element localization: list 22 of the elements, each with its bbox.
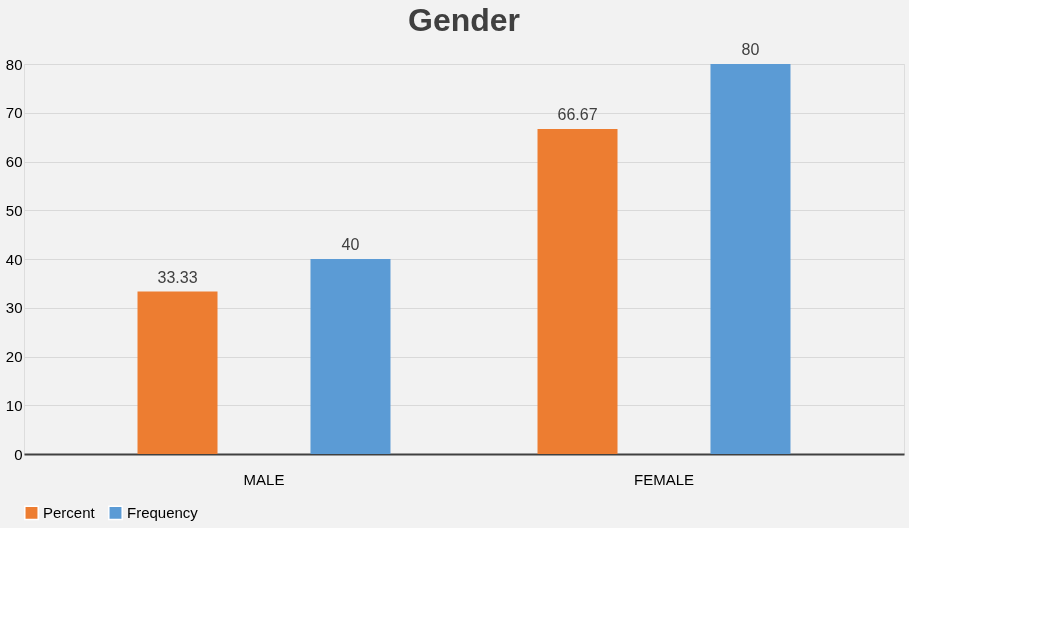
y-tick-label: 60 [5,153,23,170]
y-tick-label: 80 [5,55,23,73]
data-label: 66.67 [557,105,598,123]
bar [537,128,618,454]
bar [710,64,791,454]
y-tick-label: 10 [5,396,23,414]
data-label: 40 [341,236,360,253]
y-tick-label: 0 [14,445,23,463]
y-tick-label: 70 [5,104,23,122]
y-tick-label: 30 [5,299,23,317]
y-tick-label: 20 [5,348,23,365]
x-tick-label: MALE [243,470,285,488]
legend-label: Percent [43,503,96,521]
x-tick-label: FEMALE [633,470,695,488]
bar [137,291,218,454]
y-tick-label: 40 [5,250,23,268]
legend-label: Frequency [127,503,199,521]
data-label: 80 [741,41,760,58]
bar [310,259,391,454]
y-tick-label: 50 [5,201,23,219]
chart-title: Gender [407,2,521,38]
data-label: 33.33 [157,268,198,286]
